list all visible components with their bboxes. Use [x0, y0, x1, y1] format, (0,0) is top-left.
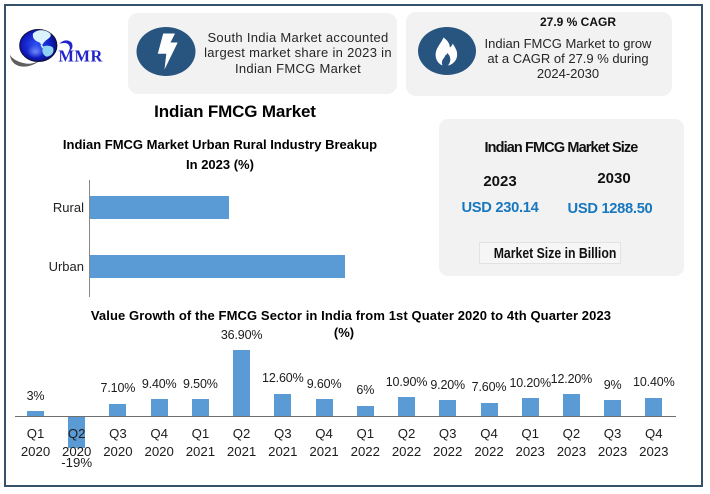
- svg-text:MMR: MMR: [59, 46, 103, 65]
